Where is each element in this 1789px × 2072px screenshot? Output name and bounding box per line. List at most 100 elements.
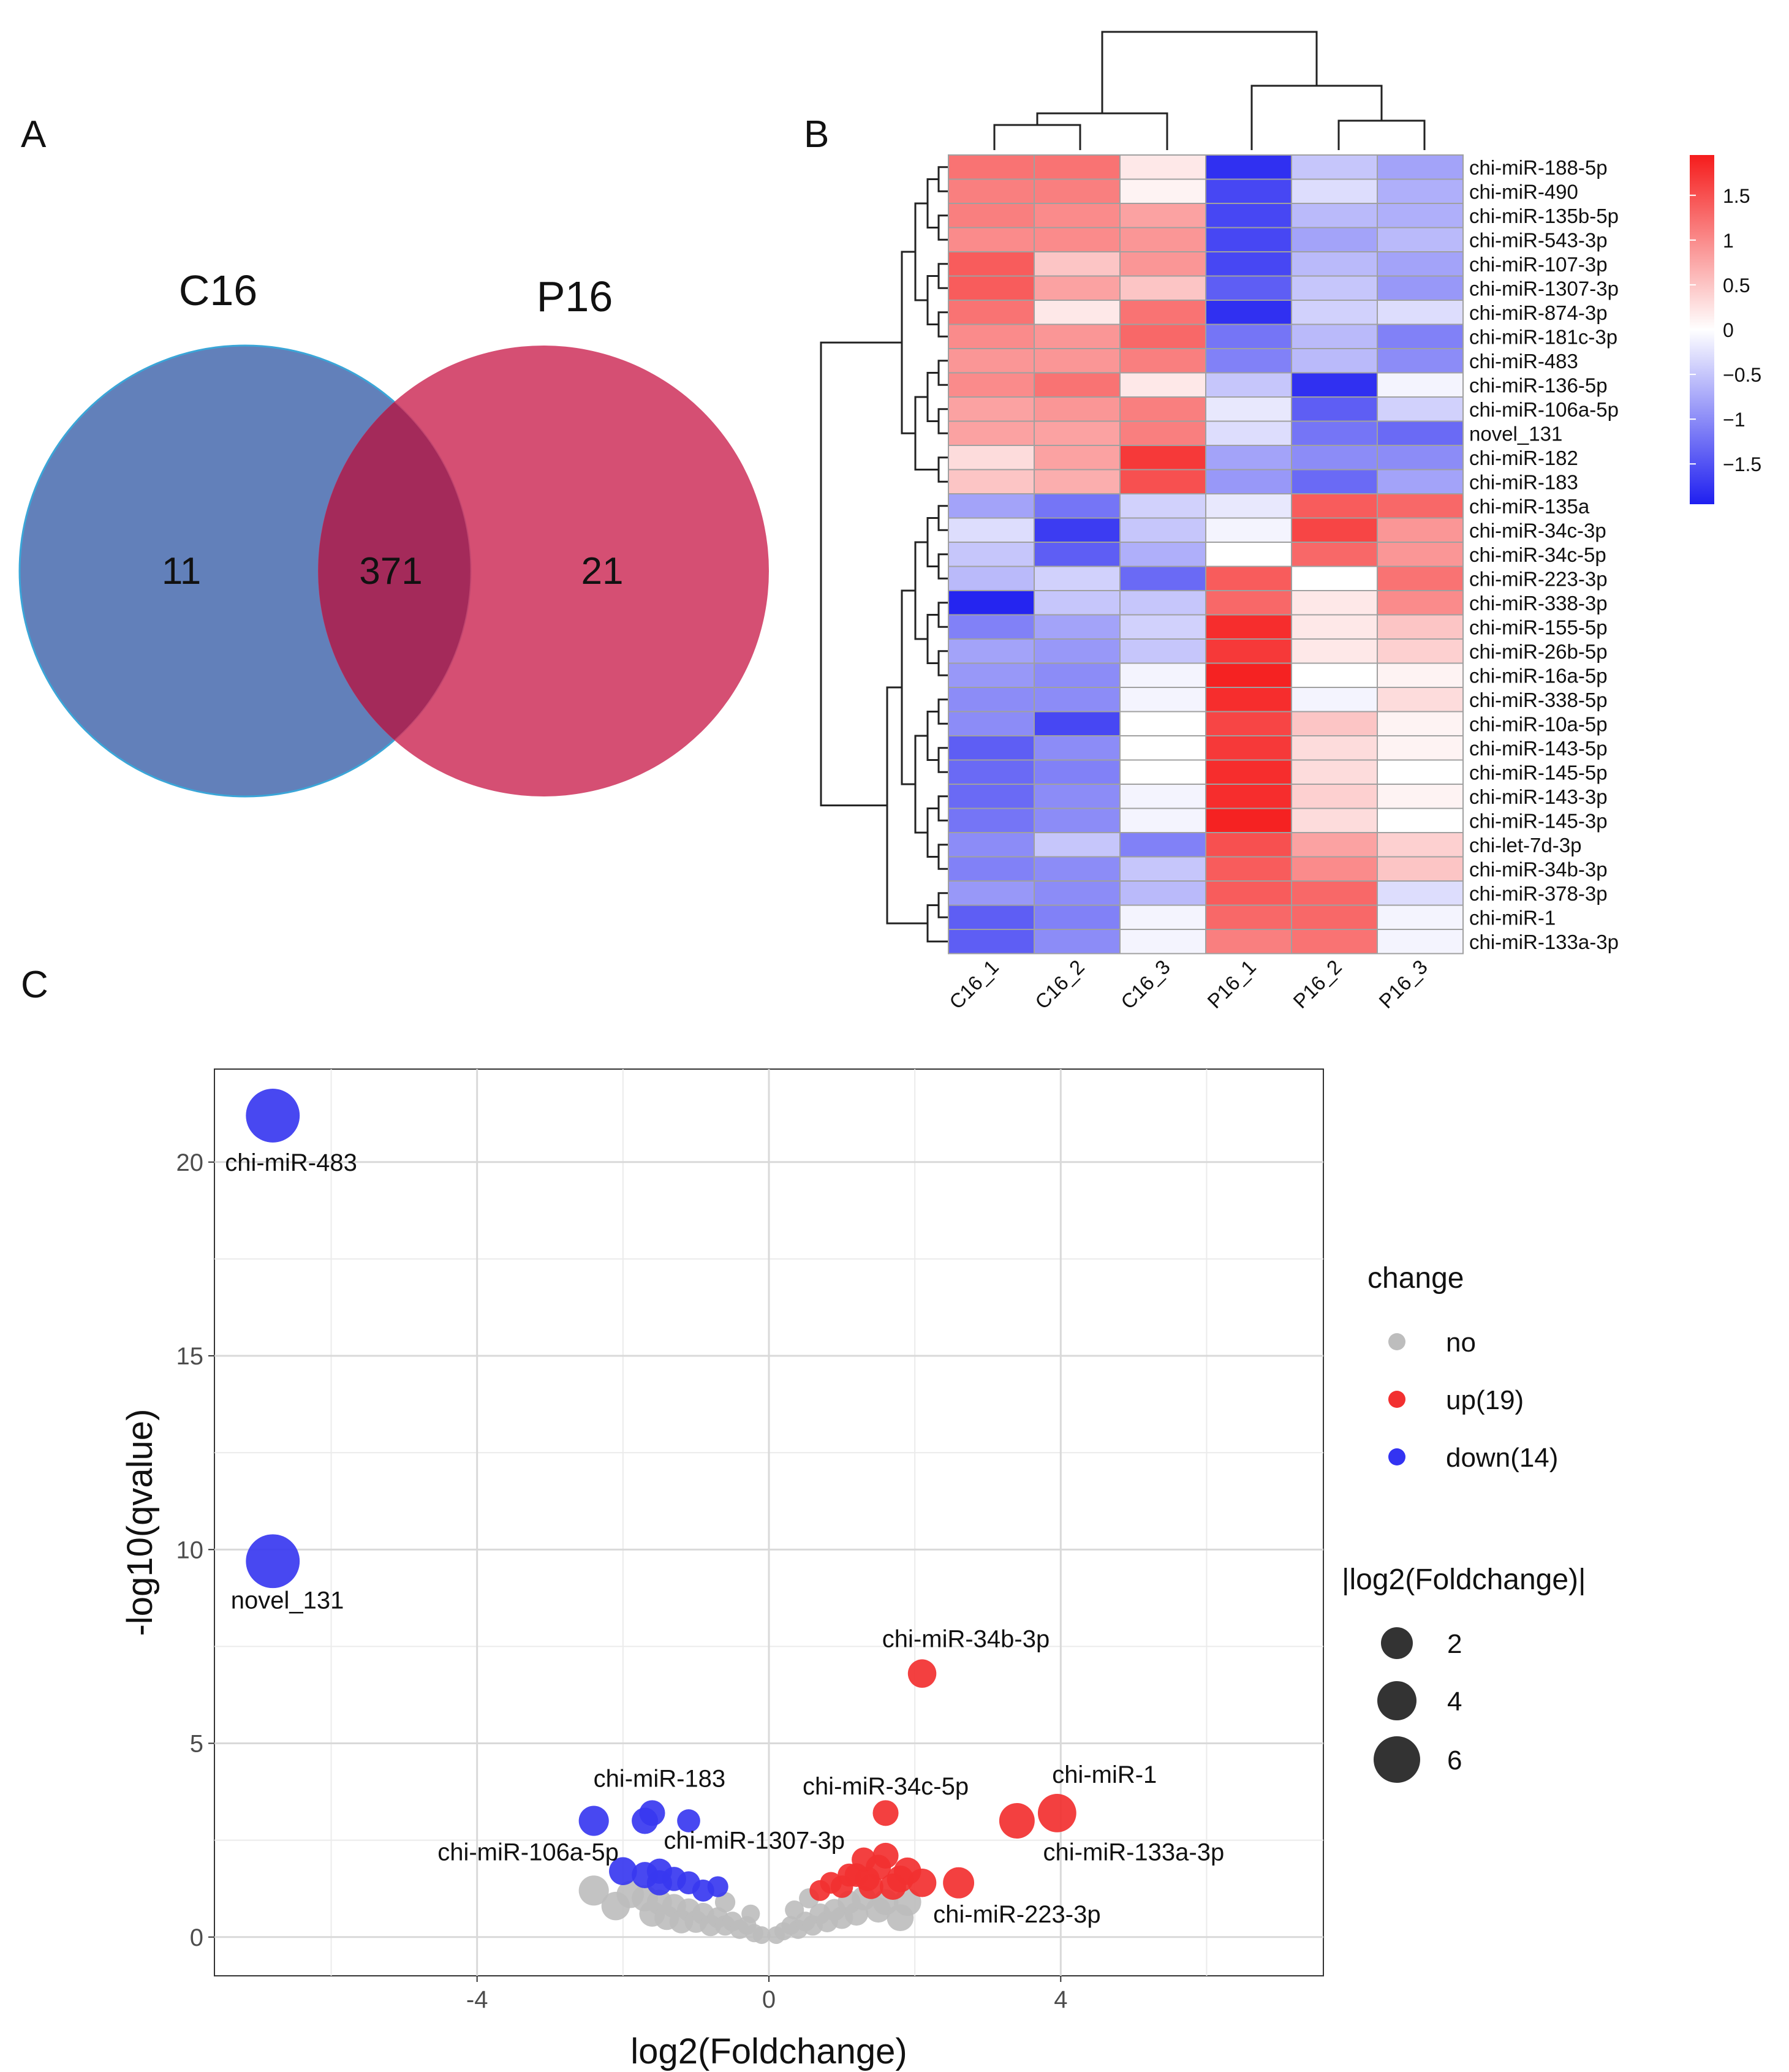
- heatmap-cell: [1205, 880, 1292, 906]
- point-down: [677, 1809, 700, 1832]
- heatmap-cell: [1119, 687, 1206, 713]
- heatmap-cell: [1377, 445, 1464, 471]
- point-annotation: chi-miR-183: [594, 1765, 726, 1792]
- point-up: [872, 1800, 899, 1826]
- heatmap-cell: [1377, 784, 1464, 809]
- heatmap-cell: [948, 227, 1035, 252]
- heatmap-cell: [948, 323, 1035, 349]
- row-dendrogram-branch: [926, 711, 939, 761]
- legend-label-down: down(14): [1446, 1443, 1558, 1473]
- heatmap-cell: [948, 178, 1035, 204]
- heatmap-row-label: chi-miR-181c-3p: [1469, 325, 1617, 348]
- heatmap-cell: [1205, 493, 1292, 519]
- heatmap-cell: [1291, 735, 1378, 761]
- heatmap-cell: [1205, 856, 1292, 882]
- row-dendrogram-branch: [937, 505, 948, 531]
- heatmap-cell: [1205, 662, 1292, 688]
- point-up: [872, 1842, 899, 1869]
- point-annotation: chi-miR-223-3p: [933, 1901, 1100, 1928]
- heatmap-cell: [1034, 904, 1121, 930]
- heatmap-cell: [1205, 445, 1292, 471]
- volcano-legend: change no up(19) down(14) |log2(Foldchan…: [1342, 1262, 1586, 1783]
- heatmap-cell: [1377, 300, 1464, 325]
- heatmap-cell: [1291, 154, 1378, 180]
- heatmap-row-label: chi-miR-16a-5p: [1469, 664, 1608, 687]
- heatmap-cell: [948, 687, 1035, 713]
- venn-count-c16-only: 11: [162, 550, 201, 592]
- heatmap-row-label: chi-miR-223-3p: [1469, 567, 1608, 590]
- heatmap-cell: [1034, 203, 1121, 229]
- heatmap-cell: [1377, 638, 1464, 664]
- heatmap-cell: [1205, 517, 1292, 543]
- y-tick-label: 0: [190, 1924, 203, 1951]
- heatmap-cell: [1119, 614, 1206, 640]
- point-annotations: chi-miR-483 novel_131 chi-miR-34b-3p chi-mi…: [225, 1149, 1224, 1928]
- row-dendrogram-branch: [937, 360, 948, 386]
- colorbar-tick-label: −1.5: [1723, 453, 1761, 475]
- point-annotation: chi-miR-1: [1052, 1761, 1157, 1788]
- heatmap-cell: [1205, 759, 1292, 785]
- heatmap-row-label: chi-miR-378-3p: [1469, 882, 1608, 905]
- heatmap-column-label: P16_1: [1203, 955, 1260, 1013]
- heatmap-cell: [1377, 807, 1464, 833]
- heatmap-cell: [1034, 735, 1121, 761]
- heatmap-cell: [1291, 759, 1378, 785]
- row-dendrogram-branch: [926, 517, 939, 567]
- y-tick-label: 10: [176, 1537, 204, 1563]
- legend-size-key-4: [1377, 1681, 1416, 1720]
- colorbar-tick-label: −0.5: [1723, 364, 1761, 386]
- row-dendrogram-branch: [926, 807, 939, 858]
- heatmap-cell: [1034, 662, 1121, 688]
- row-dendrogram-branch: [937, 844, 948, 870]
- heatmap-cell: [1034, 614, 1121, 640]
- heatmap-cell: [1034, 372, 1121, 398]
- heatmap-cell: [1034, 711, 1121, 736]
- legend-key-up: [1388, 1391, 1405, 1408]
- heatmap-cell: [1291, 300, 1378, 325]
- heatmap-cell: [1377, 590, 1464, 616]
- heatmap-cell: [1291, 807, 1378, 833]
- heatmap-cell: [1205, 784, 1292, 809]
- grid-major: [214, 1069, 1323, 1976]
- heatmap-cell: [1205, 929, 1292, 955]
- heatmap-cell: [948, 904, 1035, 930]
- heatmap-cell: [1119, 300, 1206, 325]
- heatmap-cell: [948, 300, 1035, 325]
- heatmap-row-label: chi-let-7d-3p: [1469, 834, 1581, 856]
- heatmap-cell: [1291, 372, 1378, 398]
- heatmap-cell: [1377, 275, 1464, 301]
- row-dendrogram-branch: [937, 553, 948, 580]
- heatmap-cell: [948, 807, 1035, 833]
- point-up: [838, 1863, 861, 1887]
- heatmap-cell: [948, 396, 1035, 422]
- heatmap-cell: [1034, 178, 1121, 204]
- points-no-change: [578, 1875, 921, 1945]
- column-dendrogram: [993, 31, 1426, 150]
- legend-size-key-6: [1374, 1736, 1420, 1783]
- legend-title-change: change: [1367, 1262, 1464, 1295]
- heatmap-cell: [1291, 565, 1378, 591]
- heatmap-cell: [948, 735, 1035, 761]
- heatmap-cell: [1119, 517, 1206, 543]
- heatmap-cell: [948, 832, 1035, 858]
- point-up: [943, 1867, 975, 1899]
- legend-size-label-2: 2: [1447, 1629, 1462, 1659]
- y-axis-label: -log10(qvalue): [120, 1409, 160, 1636]
- heatmap-cell: [1291, 517, 1378, 543]
- heatmap-cell: [1291, 469, 1378, 494]
- heatmap-cell: [948, 662, 1035, 688]
- row-dendrogram-branch: [937, 602, 948, 628]
- heatmap-cell: [1377, 687, 1464, 713]
- heatmap-row-label: chi-miR-483: [1469, 350, 1578, 372]
- point-up: [879, 1873, 906, 1900]
- heatmap-cell: [1119, 807, 1206, 833]
- heatmap-cell: [948, 275, 1035, 301]
- row-dendrogram-branch: [901, 589, 915, 785]
- legend-title-size: |log2(Foldchange)|: [1342, 1563, 1586, 1596]
- heatmap-cell: [1205, 711, 1292, 736]
- heatmap-row-label: chi-miR-133a-3p: [1469, 931, 1619, 953]
- heatmap-cell: [1377, 420, 1464, 446]
- heatmap-cell: [1291, 227, 1378, 252]
- heatmap-cell: [1291, 178, 1378, 204]
